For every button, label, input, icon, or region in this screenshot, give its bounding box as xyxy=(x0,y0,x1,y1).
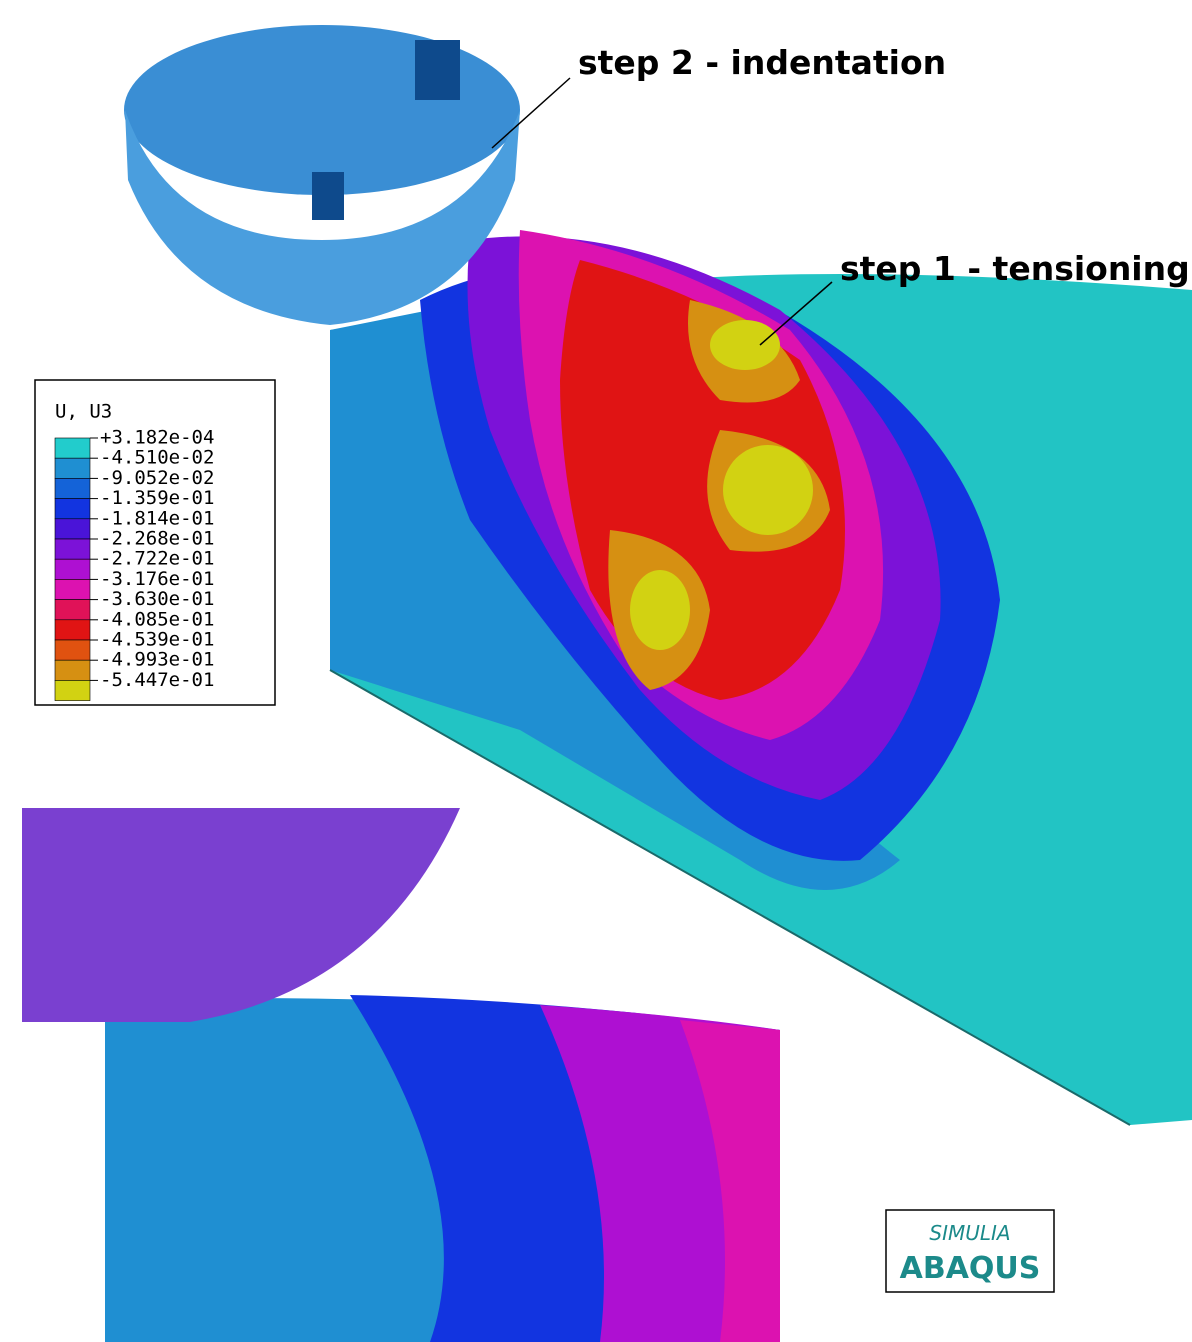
legend-swatch xyxy=(55,640,90,660)
contour xyxy=(723,445,813,535)
legend-swatch xyxy=(55,519,90,539)
legend-swatch xyxy=(55,680,90,700)
legend-label: -4.993e-01 xyxy=(100,649,214,671)
legend-label: -3.176e-01 xyxy=(100,568,214,590)
legend-label: -2.268e-01 xyxy=(100,528,214,550)
logo-brand: SIMULIA xyxy=(929,1221,1010,1245)
legend-label: -3.630e-01 xyxy=(100,588,214,610)
legend-label: -2.722e-01 xyxy=(100,548,214,570)
annotation: step 2 - indentation xyxy=(578,43,946,82)
legend-label: -4.085e-01 xyxy=(100,608,214,630)
legend-label: -1.814e-01 xyxy=(100,507,214,529)
legend-swatch xyxy=(55,660,90,680)
legend-swatch xyxy=(55,620,90,640)
legend-label: -9.052e-02 xyxy=(100,467,214,489)
element xyxy=(415,40,460,100)
fe-model xyxy=(330,230,1192,1125)
legend-swatch xyxy=(55,438,90,458)
element xyxy=(312,172,344,220)
logo-product: ABAQUS xyxy=(900,1251,1041,1286)
legend-swatch xyxy=(55,539,90,559)
contour xyxy=(710,320,780,370)
indenter xyxy=(124,25,520,325)
contour xyxy=(630,570,690,650)
legend-title: U, U3 xyxy=(55,401,112,423)
legend-swatch xyxy=(55,478,90,498)
zoom-view xyxy=(22,808,780,1342)
legend-swatch xyxy=(55,600,90,620)
zoom-indenter xyxy=(22,808,460,1022)
legend-label: +3.182e-04 xyxy=(100,427,214,449)
figure: step 2 - indentation step 1 - tensioning… xyxy=(0,0,1192,1342)
legend-label: -5.447e-01 xyxy=(100,669,214,691)
logo: SIMULIA ABAQUS xyxy=(886,1210,1054,1292)
legend-swatch xyxy=(55,559,90,579)
legend-swatch xyxy=(55,499,90,519)
legend-label: -4.539e-01 xyxy=(100,629,214,651)
legend-swatch xyxy=(55,579,90,599)
legend: U, U3 +3.182e-04-4.510e-02-9.052e-02-1.3… xyxy=(35,380,275,705)
legend-label: -4.510e-02 xyxy=(100,447,214,469)
annotation: step 1 - tensioning xyxy=(840,249,1190,288)
bowl-rim xyxy=(124,25,520,195)
legend-swatch xyxy=(55,458,90,478)
legend-label: -1.359e-01 xyxy=(100,487,214,509)
